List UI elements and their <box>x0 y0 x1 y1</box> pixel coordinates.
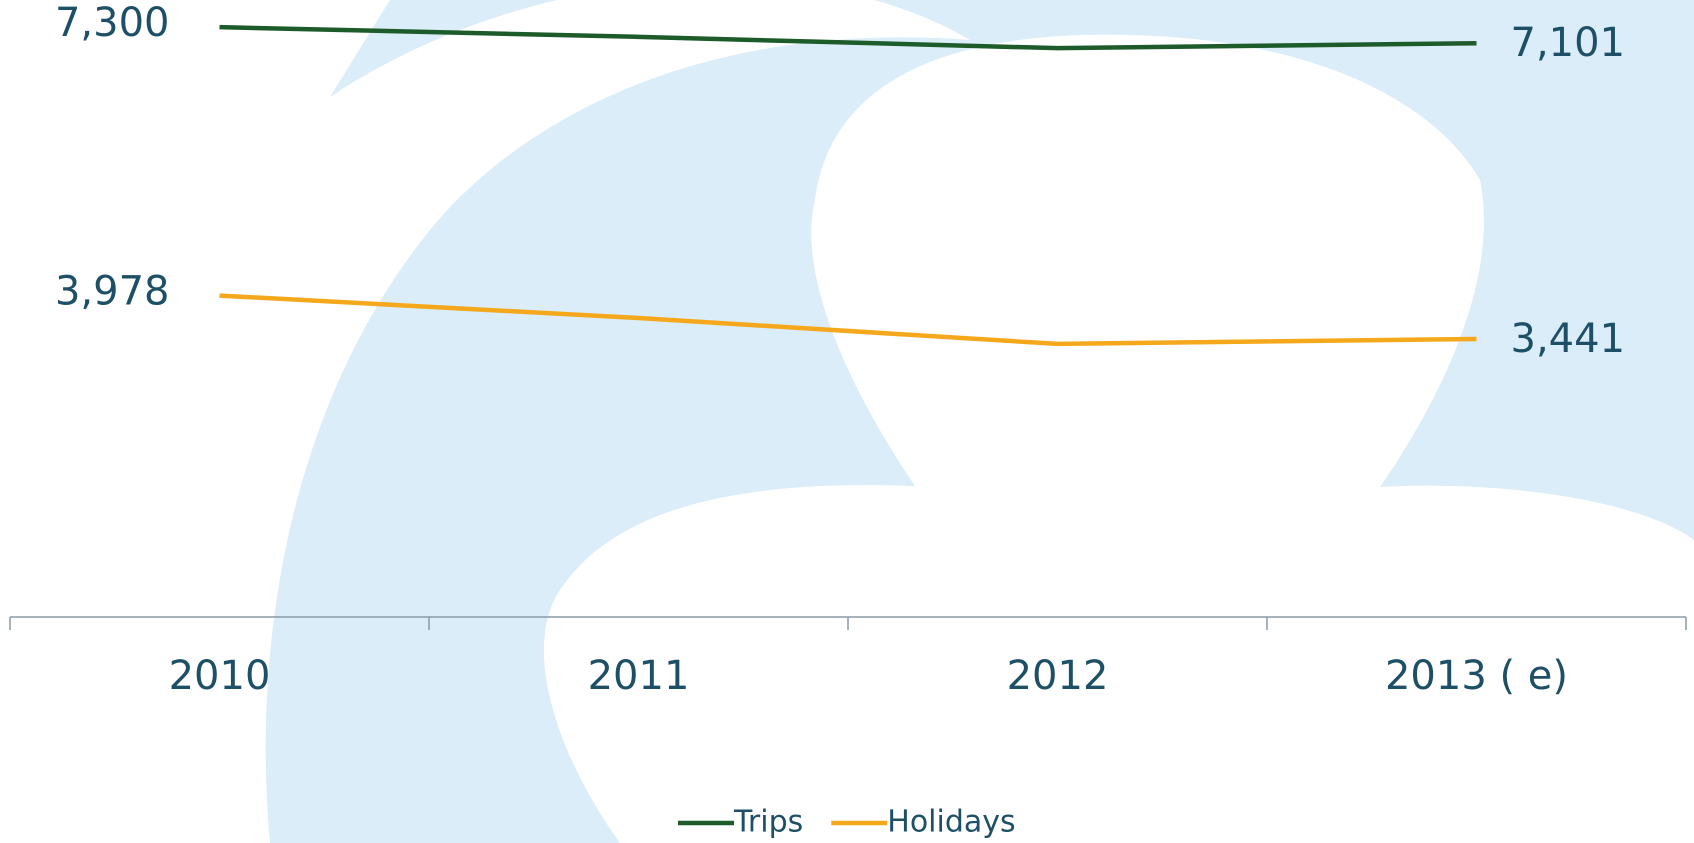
x-tick-label: 2012 <box>1007 653 1109 699</box>
x-tick-label: 2010 <box>169 653 271 699</box>
background-shape <box>265 0 1694 843</box>
x-tick-label: 2013 ( e) <box>1385 653 1568 699</box>
x-tick-label: 2011 <box>588 653 690 699</box>
data-label: 3,441 <box>1511 316 1626 362</box>
legend-label: Holidays <box>887 805 1015 840</box>
data-label: 7,300 <box>55 0 170 46</box>
data-label: 7,101 <box>1511 20 1626 66</box>
legend-label: Trips <box>733 805 803 840</box>
background-shapes <box>265 0 1694 843</box>
series-line <box>219 293 1477 347</box>
data-label: 3,978 <box>55 269 170 315</box>
series-line <box>219 24 1477 51</box>
